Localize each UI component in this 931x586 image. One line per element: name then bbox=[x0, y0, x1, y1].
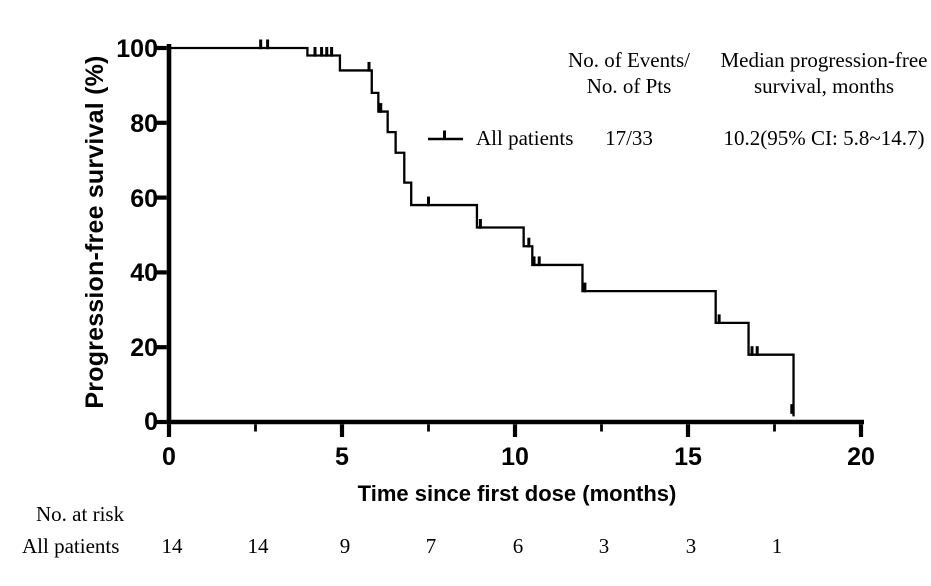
y-axis-tick-label: 0 bbox=[144, 408, 158, 436]
median-column-header-line1: Median progression-free bbox=[720, 48, 928, 72]
risk-count: 7 bbox=[425, 534, 437, 558]
y-axis-tick-label: 60 bbox=[130, 185, 158, 213]
x-axis-tick-label: 10 bbox=[501, 443, 529, 471]
events-column-header-line2: No. of Pts bbox=[586, 74, 672, 98]
risk-row-label: All patients bbox=[22, 534, 120, 558]
censor-line-legend-symbol bbox=[428, 130, 463, 141]
median-column-header: Median progression-free survival, months bbox=[704, 47, 931, 99]
y-axis-tick-label: 80 bbox=[130, 110, 158, 138]
median-column-header-line2: survival, months bbox=[754, 74, 894, 98]
y-axis-tick-label: 20 bbox=[130, 334, 158, 362]
events-value: 17/33 bbox=[605, 126, 653, 150]
risk-count: 6 bbox=[512, 534, 524, 558]
risk-count: 1 bbox=[771, 534, 783, 558]
legend-series-label: All patients bbox=[476, 126, 574, 150]
x-axis-tick-label: 15 bbox=[674, 443, 702, 471]
events-column-header: No. of Events/ No. of Pts bbox=[528, 47, 730, 99]
y-axis-title: Progression-free survival (%) bbox=[81, 55, 109, 409]
risk-count: 3 bbox=[598, 534, 610, 558]
risk-count: 14 bbox=[247, 534, 269, 558]
events-column-header-line1: No. of Events/ bbox=[568, 48, 690, 72]
y-axis-tick-label: 40 bbox=[130, 259, 158, 287]
risk-count: 9 bbox=[339, 534, 351, 558]
risk-count: 14 bbox=[161, 534, 183, 558]
risk-count: 3 bbox=[685, 534, 697, 558]
x-axis-title: Time since first dose (months) bbox=[357, 481, 677, 506]
x-axis-tick-label: 0 bbox=[162, 443, 176, 471]
y-axis-tick-label: 100 bbox=[116, 35, 158, 63]
median-survival-value: 10.2(95% CI: 5.8~14.7) bbox=[723, 126, 925, 150]
x-axis-tick-label: 20 bbox=[847, 443, 875, 471]
x-axis-tick-label: 5 bbox=[335, 443, 349, 471]
risk-table-header: No. at risk bbox=[36, 502, 125, 526]
